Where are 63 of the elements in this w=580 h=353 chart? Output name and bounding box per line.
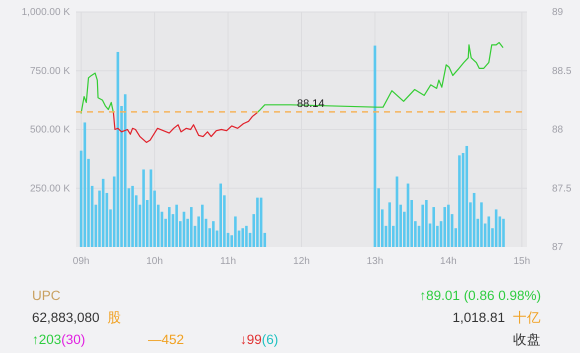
bar — [182, 212, 186, 247]
y-tick-label: 500.00 K — [30, 124, 70, 136]
bar — [116, 52, 120, 247]
y2-tick-label: 88.5 — [552, 66, 572, 77]
bar — [212, 221, 215, 247]
text: (30) — [61, 332, 86, 347]
x-tick-label: 15h — [514, 256, 530, 267]
bar — [241, 228, 244, 247]
text: 62,883,080 — [32, 310, 100, 325]
bar — [260, 198, 262, 247]
bar — [432, 207, 436, 247]
text: —452 — [148, 332, 184, 347]
y2-tick-label: 89 — [552, 7, 564, 18]
bar — [234, 216, 237, 247]
bar — [458, 155, 461, 247]
text: (6) — [262, 332, 278, 347]
x-tick-label: 13h — [366, 256, 384, 267]
bar — [124, 94, 127, 247]
line-series — [112, 112, 258, 144]
bar — [256, 198, 259, 247]
text: 1,018.81 — [452, 310, 505, 325]
x-tick-label: 09h — [72, 256, 90, 267]
bar — [502, 218, 505, 247]
text: 股 — [108, 310, 122, 325]
bar — [219, 184, 222, 247]
bar — [488, 216, 490, 247]
x-tick-label: 14h — [440, 256, 457, 267]
x-tick-label: 10h — [146, 256, 163, 267]
bar — [465, 146, 468, 247]
bar — [388, 202, 391, 247]
y2-tick-label: 87.5 — [552, 183, 572, 194]
bar — [494, 209, 498, 247]
bar — [201, 204, 204, 247]
bar — [472, 192, 476, 247]
bar — [84, 122, 86, 247]
y-tick-label: 1,000.00 K — [22, 7, 70, 18]
text: 十亿 — [513, 310, 541, 325]
bar — [175, 204, 178, 247]
bar — [396, 176, 398, 247]
bar — [480, 202, 483, 247]
text: ↑203 — [32, 332, 62, 347]
bar — [406, 184, 410, 247]
x-tick-label: 12h — [293, 256, 310, 267]
text: UPC — [32, 288, 61, 303]
bar — [425, 200, 428, 247]
x-tick-label: 11h — [220, 256, 236, 267]
bar — [131, 186, 134, 247]
y2-tick-label: 88 — [552, 124, 564, 136]
bar — [150, 169, 152, 247]
bar — [190, 207, 193, 247]
bar — [374, 46, 376, 247]
text: ↓99 — [240, 332, 262, 347]
y-tick-label: 750.00 K — [30, 66, 70, 77]
text: ↑89.01 (0.86 0.98%) — [419, 288, 541, 303]
bar — [142, 169, 145, 247]
bar — [443, 207, 446, 247]
bar — [245, 226, 248, 247]
bar — [102, 178, 104, 247]
y-tick-label: 250.00 K — [30, 183, 70, 194]
bar — [168, 207, 171, 247]
text: 收盘 — [513, 332, 541, 347]
y2-tick-label: 87 — [552, 242, 564, 253]
bar — [447, 204, 450, 247]
